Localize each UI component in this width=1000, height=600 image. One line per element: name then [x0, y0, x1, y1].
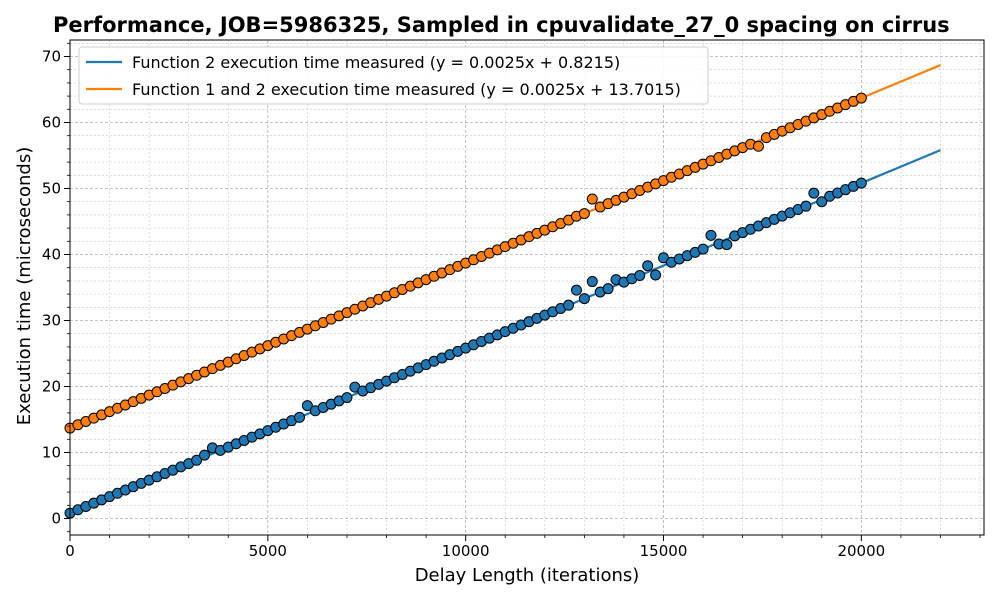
data-point-series-1: [634, 269, 646, 281]
x-tick-label: 5000: [249, 542, 287, 560]
data-point-series-1: [563, 299, 575, 311]
y-tick-label: 40: [42, 246, 61, 264]
legend: Function 2 execution time measured (y = …: [78, 46, 709, 105]
data-point-series-1: [586, 276, 598, 288]
major-gridlines: [69, 40, 984, 535]
data-points: [64, 92, 867, 519]
y-axis-label: Execution time (microseconds): [14, 147, 35, 426]
x-tick-label: 20000: [837, 542, 885, 560]
data-point-series-1: [721, 239, 733, 251]
data-point-series-2: [855, 92, 867, 104]
x-axis-label: Delay Length (iterations): [415, 565, 640, 586]
data-point-series-1: [800, 200, 812, 212]
y-tick-label: 20: [42, 378, 61, 396]
data-point-series-1: [650, 269, 662, 281]
data-point-series-2: [752, 140, 764, 152]
legend-box: [78, 46, 709, 105]
y-tick-label: 10: [42, 444, 61, 462]
data-point-series-1: [191, 454, 203, 466]
plot-frame: [69, 39, 985, 536]
x-tick-label: 15000: [640, 542, 688, 560]
y-tick-label: 60: [42, 114, 61, 132]
legend-entry-1: Function 2 execution time measured (y = …: [132, 53, 620, 72]
data-point-series-1: [808, 187, 820, 199]
data-point-series-1: [199, 449, 211, 461]
chart-title: Performance, JOB=5986325, Sampled in cpu…: [53, 13, 950, 37]
data-point-series-1: [341, 392, 353, 404]
x-tick-label: 0: [65, 542, 75, 560]
data-point-series-2: [578, 208, 590, 220]
y-tick-label: 0: [51, 510, 61, 528]
data-point-series-1: [855, 177, 867, 189]
y-tick-label: 30: [42, 312, 61, 330]
data-point-series-1: [301, 400, 313, 412]
data-point-series-1: [642, 260, 654, 272]
y-tick-label: 50: [42, 180, 61, 198]
data-point-series-1: [697, 243, 709, 255]
data-point-series-1: [293, 411, 305, 423]
y-tick-label: 70: [42, 48, 61, 66]
legend-entry-2: Function 1 and 2 execution time measured…: [132, 80, 681, 99]
data-point-series-2: [586, 193, 598, 205]
data-point-series-1: [602, 283, 614, 295]
data-point-series-1: [578, 293, 590, 305]
x-tick-label: 10000: [442, 542, 490, 560]
minor-gridlines: [70, 40, 984, 535]
data-point-series-1: [816, 196, 828, 208]
data-point-series-1: [570, 284, 582, 296]
axis-ticks: 0 5000 10000 15000 20000 0 10 20 30 40 50 60 70: [42, 42, 981, 560]
data-point-series-1: [705, 229, 717, 241]
